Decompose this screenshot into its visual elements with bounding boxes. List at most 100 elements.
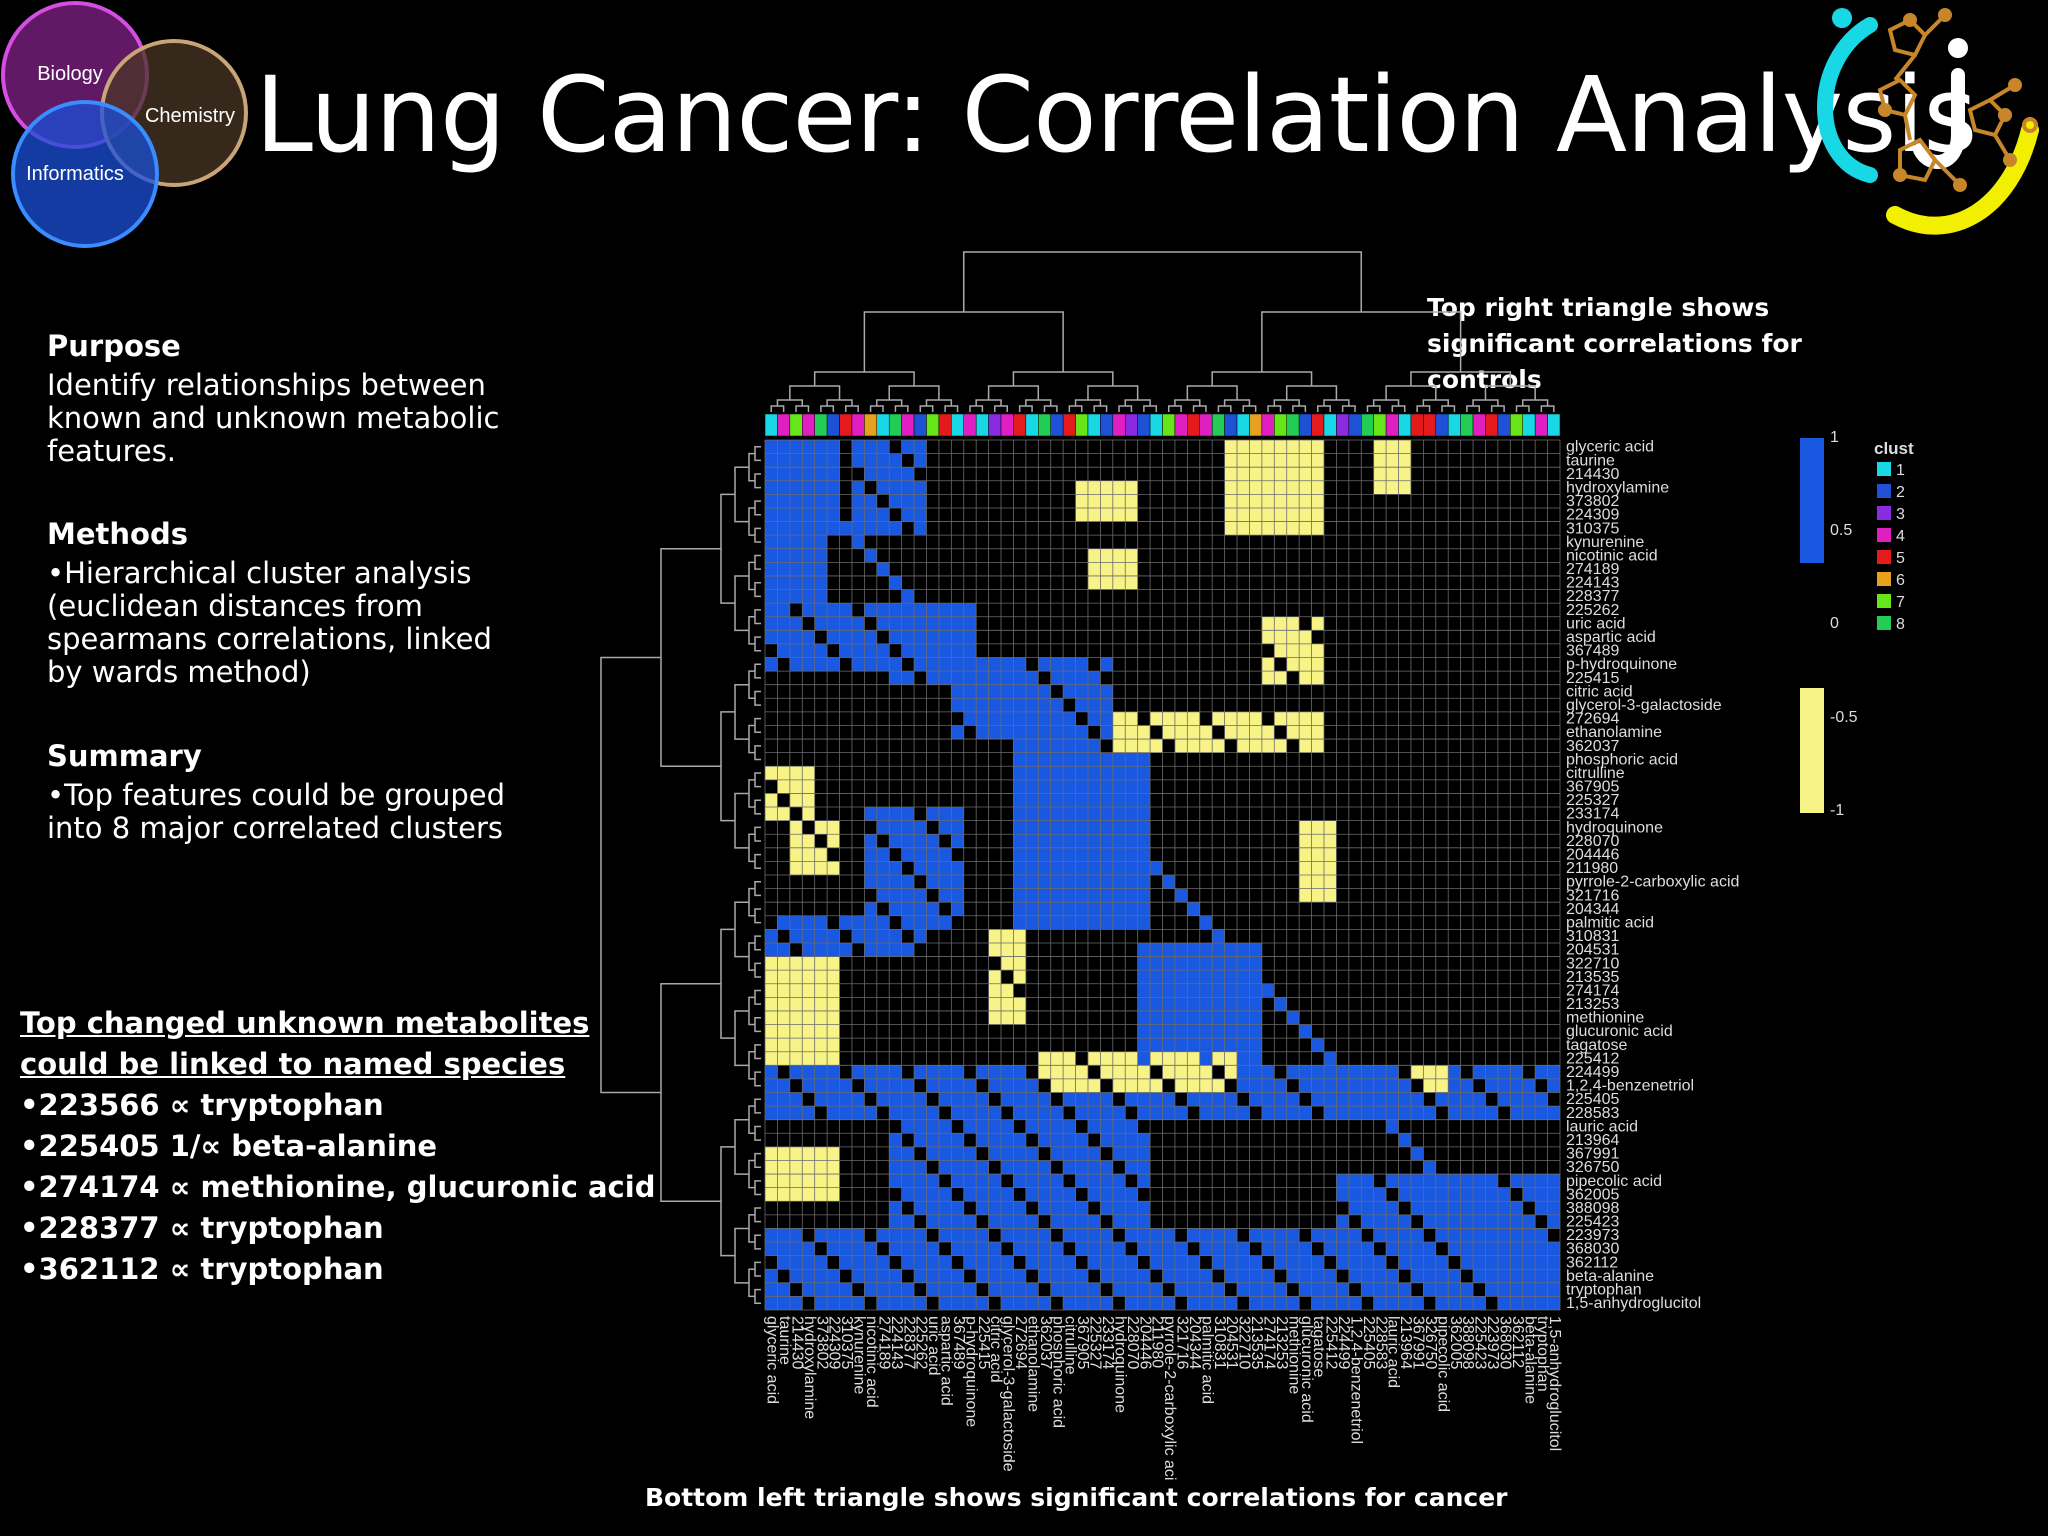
heatmap-cell [914, 915, 927, 930]
venn-logo: Biology Chemistry Informatics [1, 1, 248, 248]
heatmap-cell [802, 1065, 815, 1079]
heatmap-cell [1485, 1174, 1498, 1188]
heatmap-cell [876, 861, 890, 875]
heatmap-cell [963, 1296, 977, 1310]
heatmap-cell [1237, 1051, 1250, 1066]
heatmap-cell [1311, 467, 1324, 481]
heatmap-cell [963, 711, 977, 726]
heatmap-cell [864, 1255, 877, 1270]
row-label: 225412 [1566, 1050, 1619, 1067]
heatmap-cell [839, 1242, 852, 1256]
heatmap-cell [1212, 1255, 1225, 1270]
heatmap-cell [1001, 1269, 1014, 1283]
heatmap-cell [814, 1051, 828, 1066]
heatmap-cell [1373, 1187, 1387, 1202]
heatmap-cell [1237, 956, 1250, 971]
heatmap-cell [1510, 1255, 1523, 1270]
heatmap-cell [889, 807, 902, 821]
cluster-bar-cell [1298, 413, 1312, 437]
heatmap-cell [1025, 1160, 1039, 1175]
heatmap-cell [827, 983, 840, 998]
heatmap-cell [1212, 956, 1225, 971]
heatmap-cell [1162, 1228, 1175, 1243]
heatmap-cell [777, 1038, 790, 1052]
heatmap-cell [1510, 1201, 1523, 1215]
column-label: tryptophan [1534, 1316, 1551, 1392]
heatmap-cell [951, 616, 964, 631]
heatmap-cell [1075, 1160, 1088, 1175]
heatmap-cell [914, 1269, 927, 1283]
heatmap-cell [1224, 521, 1238, 536]
heatmap-cell [1473, 1106, 1486, 1120]
heatmap-cell [777, 589, 790, 604]
heatmap-cell [1112, 779, 1126, 794]
heatmap-cell [963, 671, 977, 685]
heatmap-cell [1162, 1296, 1175, 1310]
heatmap-cell [827, 929, 840, 943]
heatmap-cell [777, 603, 790, 617]
heatmap-cell [938, 1214, 952, 1229]
heatmap-cell [1100, 548, 1113, 563]
heatmap-cell [1050, 1201, 1064, 1215]
methods-section: Methods •Hierarchical cluster analysis (… [47, 518, 607, 689]
heatmap-cell [1125, 1078, 1138, 1093]
heatmap-cell [1038, 1296, 1051, 1310]
heatmap-cell [777, 1255, 790, 1270]
heatmap-cell [1025, 1146, 1039, 1161]
heatmap-cell [1249, 480, 1262, 495]
heatmap-cell [827, 1106, 840, 1120]
heatmap-cell [1087, 562, 1101, 576]
heatmap-cell [938, 671, 952, 685]
heatmap-cell [1311, 1078, 1324, 1093]
heatmap-cell [914, 1106, 927, 1120]
heatmap-cell [839, 630, 852, 644]
heatmap-cell [1001, 657, 1014, 672]
scale-positive-bar [1800, 438, 1824, 563]
heatmap-cell [1261, 983, 1275, 998]
heatmap-cell [1013, 915, 1026, 930]
heatmap-cell [1510, 1106, 1523, 1120]
heatmap-cell [1001, 1228, 1014, 1243]
heatmap-cell [814, 1255, 828, 1270]
heatmap-cell [889, 1092, 902, 1107]
heatmap-cell [1075, 494, 1088, 508]
heatmap-cell [1547, 1201, 1560, 1215]
heatmap-cell [1323, 861, 1337, 875]
heatmap-cell [851, 616, 865, 631]
heatmap-cell [963, 1242, 977, 1256]
heatmap-cell [1473, 1242, 1486, 1256]
cluster-bar-cell [1423, 413, 1437, 437]
informatics-circle [11, 100, 159, 248]
heatmap-cell [1187, 942, 1200, 957]
heatmap-cell [914, 1228, 927, 1243]
heatmap-cell [988, 684, 1002, 699]
heatmap-cell [914, 847, 927, 862]
column-label: pipecolic acid [1434, 1316, 1451, 1412]
cluster-bar-cell [839, 413, 853, 437]
heatmap-cell [901, 847, 915, 862]
heatmap-cell [1125, 1160, 1138, 1175]
heatmap-cell [1075, 766, 1088, 780]
heatmap-cell [1373, 1065, 1387, 1079]
heatmap-cell [851, 480, 865, 495]
heatmap-cell [1125, 575, 1138, 590]
cluster-bar-cell [1286, 413, 1300, 437]
heatmap-cell [802, 1024, 815, 1039]
heatmap-cell [765, 942, 778, 957]
heatmap-cell [1187, 1078, 1200, 1093]
heatmap-cell [1013, 942, 1026, 957]
heatmap-cell [765, 657, 778, 672]
heatmap-cell [1435, 1269, 1449, 1283]
heatmap-cell [802, 1242, 815, 1256]
column-label: 368030 [1496, 1316, 1513, 1369]
heatmap-cell [765, 562, 778, 576]
heatmap-cell [777, 548, 790, 563]
cluster-bar-cell [1522, 413, 1536, 437]
heatmap-cell [851, 643, 865, 658]
row-label: 367905 [1566, 779, 1619, 796]
heatmap-cell [1522, 1242, 1536, 1256]
cluster-bar-cell [1547, 413, 1561, 437]
row-label: hydroxylamine [1566, 479, 1669, 496]
heatmap-cell [1249, 1269, 1262, 1283]
heatmap-cell [1150, 711, 1163, 726]
